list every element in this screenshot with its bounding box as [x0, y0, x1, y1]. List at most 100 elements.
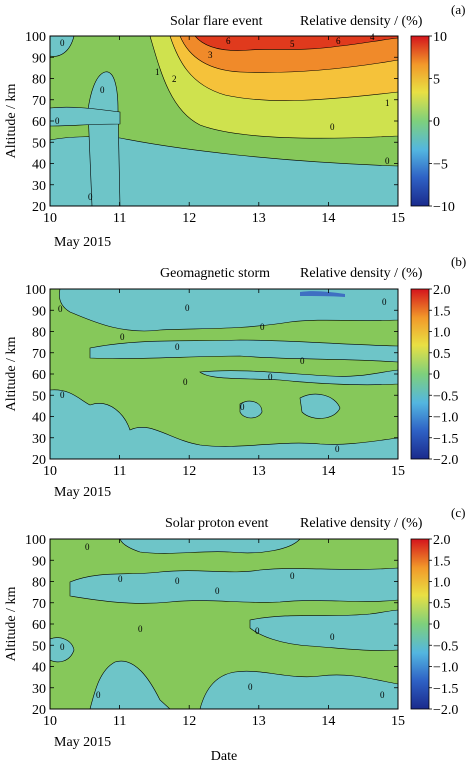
x-tick-label: 12: [182, 714, 196, 729]
x-tick-label: 12: [182, 211, 196, 226]
contour-label: 0: [215, 586, 220, 596]
colorbar-tick-label: −1.0: [433, 661, 458, 676]
contour-label: 0: [60, 38, 65, 48]
panel-b-colorbar-label: Relative density / (%): [300, 266, 423, 281]
panel-c-title: Solar proton event: [165, 516, 269, 531]
panel-c-contour-labels: 0 0 0 0 0 0 0 0 0 0 0 0: [60, 542, 385, 700]
y-tick-label: 80: [32, 326, 46, 341]
contour-label: 0: [248, 682, 253, 692]
y-tick-label: 40: [32, 661, 46, 676]
y-tick-label: 30: [32, 682, 46, 697]
colorbar-tick-label: 0.5: [433, 597, 451, 612]
colorbar-tick-label: 1.0: [433, 326, 451, 341]
contour-label: 3: [208, 50, 213, 60]
colorbar-tick-label: 2.0: [433, 283, 451, 298]
panel-b-ylabel: Altitude / km: [4, 337, 19, 412]
colorbar-tick-label: 0: [433, 368, 440, 383]
panel-c-ylabel: Altitude / km: [4, 587, 19, 662]
region-negative-band: [50, 106, 121, 127]
x-tick-label: 15: [391, 211, 405, 226]
contour-label: 0: [260, 322, 265, 332]
region-negative-mid: [89, 339, 398, 363]
y-tick-label: 40: [32, 411, 46, 426]
contour-label: 0: [268, 372, 273, 382]
contour-label: 0: [175, 342, 180, 352]
panel-a: Solar flare event Relative density / (%)…: [4, 2, 465, 250]
y-tick-label: 70: [32, 94, 46, 109]
panel-b-letter: (b): [451, 254, 466, 269]
region-negative-streak: [300, 291, 345, 297]
y-tick-label: 100: [25, 283, 46, 298]
panel-a-date-note: May 2015: [54, 235, 111, 250]
y-tick-label: 20: [32, 703, 46, 718]
colorbar-tick-label: 10: [433, 30, 447, 45]
contour-label: 0: [88, 192, 93, 202]
colorbar-tick-label: 0: [433, 618, 440, 633]
panel-c-colorbar: [410, 538, 430, 710]
panel-b-title: Geomagnetic storm: [160, 266, 270, 281]
x-tick-label: 15: [391, 464, 405, 479]
panel-c-colorbar-label: Relative density / (%): [300, 516, 423, 531]
panel-b-axes: 10 11 12 13 14 15 20 30 40 50 60 70 80 90 100 2.0 1.5 1.0…: [25, 283, 458, 479]
x-tick-label: 14: [321, 714, 335, 729]
x-tick-label: 11: [113, 714, 126, 729]
panel-a-colorbar-label: Relative density / (%): [300, 14, 423, 29]
panel-c-letter: (c): [451, 505, 465, 520]
contour-label: 0: [58, 304, 63, 314]
colorbar-tick-label: 0.5: [433, 347, 451, 362]
colorbar-tick-label: −5: [433, 158, 448, 173]
colorbar-tick-label: −1.5: [433, 682, 458, 697]
y-tick-label: 20: [32, 453, 46, 468]
y-tick-label: 100: [25, 30, 46, 45]
y-tick-label: 50: [32, 389, 46, 404]
x-tick-label: 14: [321, 211, 335, 226]
contour-label: 0: [96, 690, 101, 700]
contour-label: 0: [330, 632, 335, 642]
contour-label: 5: [290, 39, 295, 49]
contour-label: 0: [380, 690, 385, 700]
contour-label: 0: [240, 402, 245, 412]
panel-a-contour-labels: 0 0 0 0 0 0 1 1 2 3 4 5 6 6: [55, 32, 390, 202]
contour-label: 1: [155, 67, 160, 77]
y-tick-label: 70: [32, 347, 46, 362]
x-tick-label: 15: [391, 714, 405, 729]
contour-label: 0: [55, 116, 60, 126]
contour-label: 0: [118, 574, 123, 584]
contour-label: 0: [335, 444, 340, 454]
contour-label: 0: [60, 642, 65, 652]
y-tick-label: 60: [32, 115, 46, 130]
x-tick-label: 11: [113, 464, 126, 479]
colorbar-tick-label: 0: [433, 115, 440, 130]
contour-label: 0: [183, 377, 188, 387]
x-tick-label: 10: [43, 211, 57, 226]
region-negative-bottom-left: [50, 389, 398, 459]
colorbar-tick-label: 1.5: [433, 554, 451, 569]
contour-label: 6: [336, 36, 341, 46]
region-negative-upper: [69, 567, 398, 604]
region-negative-lower: [50, 136, 398, 206]
colorbar-tick-label: −1.5: [433, 432, 458, 447]
panel-b-plot-area: [50, 289, 398, 459]
panel-a-plot-area: [50, 36, 398, 206]
x-tick-label: 14: [321, 464, 335, 479]
x-tick-label: 10: [43, 714, 57, 729]
panel-c-axes: 10 11 12 13 14 15 20 30 40 50 60 70 80 90 100 2.0 1.5 1.0…: [25, 533, 458, 729]
contour-label: 0: [385, 156, 390, 166]
y-tick-label: 40: [32, 158, 46, 173]
y-tick-label: 60: [32, 368, 46, 383]
panel-b-contour-labels: 0 0 0 0 0 0 0 0 0 0 0 0: [58, 297, 387, 454]
y-tick-label: 30: [32, 432, 46, 447]
colorbar-tick-label: 1.5: [433, 304, 451, 319]
contour-label: 1: [385, 98, 390, 108]
y-tick-label: 20: [32, 200, 46, 215]
panel-c-xlabel: Date: [211, 749, 237, 764]
x-tick-label: 13: [252, 464, 266, 479]
x-tick-label: 12: [182, 464, 196, 479]
region-negative-lower-right: [199, 369, 398, 386]
colorbar-tick-label: −1.0: [433, 411, 458, 426]
region-negative-bottom: [89, 660, 171, 709]
region-negative-bottom-right: [199, 670, 398, 709]
contour-label: 0: [185, 303, 190, 313]
